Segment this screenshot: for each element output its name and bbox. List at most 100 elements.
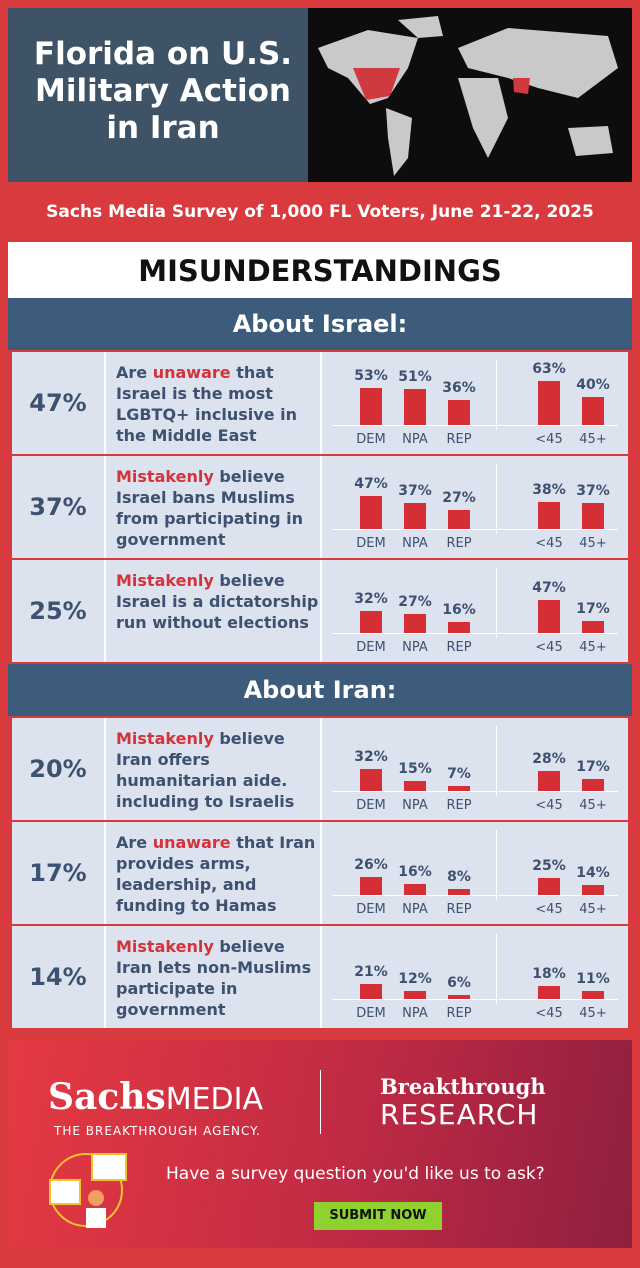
divider: [496, 934, 497, 1004]
value-label: 7%: [447, 766, 471, 783]
text: Mistakenly: [116, 937, 214, 956]
text: that Israel is the most LGBTQ+ inclusive…: [116, 363, 297, 445]
category-label: DEM: [356, 640, 386, 655]
submit-button[interactable]: SUBMIT NOW: [314, 1202, 442, 1230]
row-total: 20%: [12, 718, 104, 820]
text: Mistakenly: [116, 467, 214, 486]
row-total: 47%: [12, 352, 104, 454]
mini-chart: 21% DEM 12% NPA 6% REP 18% <45 11% 45+: [322, 926, 628, 1028]
value-label: 25%: [532, 857, 566, 874]
value-label: 27%: [442, 490, 476, 507]
category-label: REP: [446, 432, 472, 447]
text: Are: [116, 833, 148, 852]
divider: [496, 726, 497, 796]
bar: [448, 399, 470, 425]
bar: [448, 621, 470, 633]
category-label: DEM: [356, 902, 386, 917]
bar: [404, 389, 426, 425]
value-label: 32%: [354, 748, 388, 765]
value-label: 17%: [576, 601, 610, 618]
value-label: 36%: [442, 379, 476, 396]
row-total: 25%: [12, 560, 104, 662]
baseline: [332, 895, 618, 896]
row: 14% Mistakenly believe Iran lets non-Musl…: [12, 926, 628, 1028]
bar: [360, 768, 382, 791]
category-label: NPA: [402, 1006, 428, 1021]
value-label: 6%: [447, 974, 471, 991]
footer: SachsMEDIA THE BREAKTHROUGH AGENCY. Brea…: [8, 1040, 632, 1248]
mini-chart: 47% DEM 37% NPA 27% REP 38% <45 37% 45+: [322, 456, 628, 558]
row-text: Are unaware that Israel is the most LGBT…: [106, 352, 320, 454]
bar: [448, 889, 470, 895]
bar: [538, 771, 560, 791]
category-label: <45: [535, 1006, 563, 1021]
icon: [49, 1153, 127, 1228]
text: believe Israel is a dictatorship run wit…: [116, 571, 319, 632]
bar: [404, 990, 426, 999]
bar: [538, 380, 560, 425]
bar: [404, 503, 426, 529]
category-label: REP: [446, 536, 472, 551]
value-label: 53%: [354, 367, 388, 384]
bar: [582, 885, 604, 895]
value-label: 16%: [442, 601, 476, 618]
bar: [582, 397, 604, 425]
title: Florida on U.S. Military Action in Iran: [33, 36, 293, 146]
category-label: 45+: [579, 640, 607, 655]
bar: [538, 600, 560, 633]
mini-chart: 26% DEM 16% NPA 8% REP 25% <45 14% 45+: [322, 822, 628, 924]
bar: [538, 986, 560, 999]
category-label: 45+: [579, 902, 607, 917]
category-label: <45: [535, 432, 563, 447]
baseline: [332, 999, 618, 1000]
category-label: 45+: [579, 536, 607, 551]
value-label: 8%: [447, 869, 471, 886]
mini-chart: 53% DEM 51% NPA 36% REP 63% <45 40% 45+: [322, 352, 628, 454]
category-label: <45: [535, 640, 563, 655]
subtitle: Sachs Media Survey of 1,000 FL Voters, J…: [46, 202, 594, 222]
value-label: 51%: [398, 369, 432, 386]
mini-chart: 32% DEM 27% NPA 16% REP 47% <45 17% 45+: [322, 560, 628, 662]
value-label: 27%: [398, 594, 432, 611]
value-label: 12%: [398, 970, 432, 987]
row-text: Mistakenly believe Iran offers humanitar…: [106, 718, 320, 820]
category-label: NPA: [402, 432, 428, 447]
category-label: REP: [446, 1006, 472, 1021]
bar: [360, 496, 382, 529]
divider: [496, 464, 497, 534]
bar: [360, 876, 382, 895]
world-map: [308, 8, 632, 182]
text: believe Iran offers humanitarian aide. i…: [116, 729, 295, 811]
text: Mistakenly: [116, 729, 214, 748]
bar: [448, 786, 470, 791]
value-label: 47%: [532, 580, 566, 597]
category-label: REP: [446, 902, 472, 917]
value-label: 37%: [576, 483, 610, 500]
tagline: THE BREAKTHROUGH AGENCY.: [54, 1124, 261, 1138]
value-label: 15%: [398, 760, 432, 777]
category-label: 45+: [579, 798, 607, 813]
bar: [582, 621, 604, 633]
row-text: Mistakenly believe Iran lets non-Muslims…: [106, 926, 320, 1028]
category-label: REP: [446, 640, 472, 655]
baseline: [332, 791, 618, 792]
divider: [496, 830, 497, 900]
value-label: 47%: [354, 476, 388, 493]
question: Have a survey question you'd like us to …: [166, 1164, 545, 1184]
row: 17% Are unaware that Iran provides arms, …: [12, 822, 628, 924]
value-label: 17%: [576, 759, 610, 776]
brand2-sub: RESEARCH: [380, 1098, 539, 1131]
bar: [582, 991, 604, 999]
divider: [496, 568, 497, 638]
category-label: NPA: [402, 640, 428, 655]
bar: [360, 984, 382, 999]
heading: MISUNDERSTANDINGS: [8, 242, 632, 298]
brand: SachsMEDIA: [48, 1076, 263, 1118]
text: that Iran provides arms, leadership, and…: [116, 833, 316, 915]
row: 20% Mistakenly believe Iran offers humani…: [12, 718, 628, 820]
row-total: 37%: [12, 456, 104, 558]
text: unaware: [152, 833, 231, 852]
bar: [538, 502, 560, 529]
value-label: 63%: [532, 360, 566, 377]
